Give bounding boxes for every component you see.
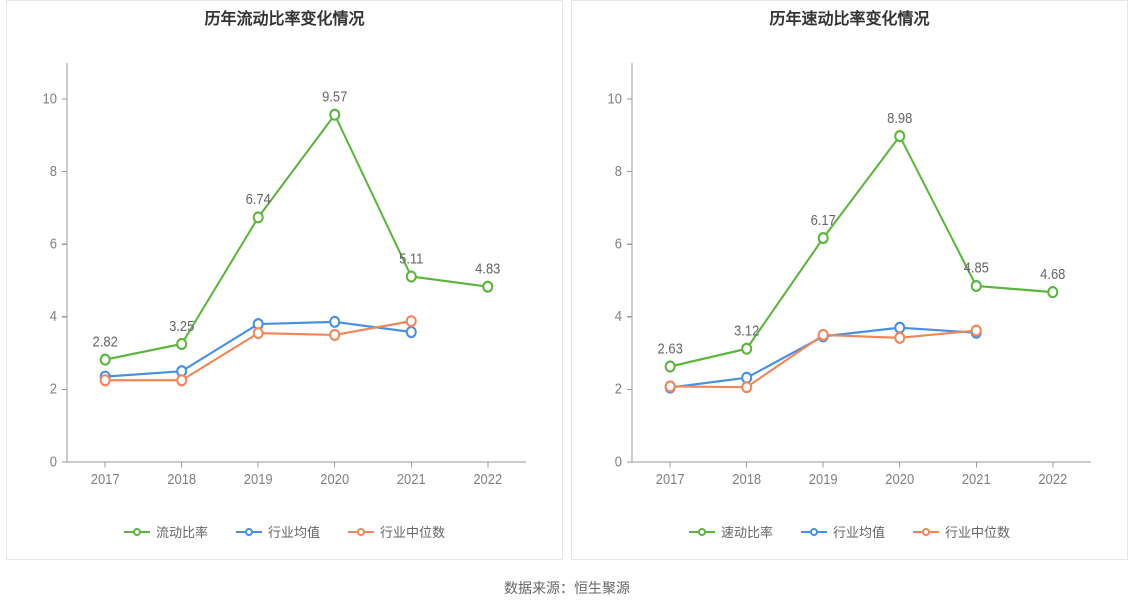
legend-label: 行业均值: [268, 522, 320, 541]
svg-text:0: 0: [50, 454, 58, 470]
svg-text:2: 2: [615, 381, 622, 397]
legend-swatch: [689, 531, 715, 533]
legend-swatch: [236, 531, 262, 533]
legend-swatch: [348, 531, 374, 533]
legend-item[interactable]: 行业中位数: [913, 522, 1010, 541]
svg-text:4: 4: [50, 309, 58, 325]
panel-quick-ratio: 历年速动比率变化情况 0 2 4 6 8 10 2017 2018 2019 2020 2021 20…: [571, 0, 1128, 560]
svg-text:6: 6: [615, 236, 622, 252]
svg-text:3.25: 3.25: [169, 318, 195, 334]
legend-item[interactable]: 行业均值: [236, 522, 320, 541]
svg-text:2020: 2020: [320, 471, 349, 487]
legend-swatch: [913, 531, 939, 533]
svg-text:2019: 2019: [244, 471, 273, 487]
svg-text:2019: 2019: [809, 471, 838, 487]
charts-row: 历年流动比率变化情况 02468102017201820192020202120…: [0, 0, 1134, 560]
svg-text:2021: 2021: [397, 471, 426, 487]
svg-text:2022: 2022: [473, 471, 502, 487]
legend-label: 速动比率: [721, 522, 773, 541]
page-root: 历年流动比率变化情况 02468102017201820192020202120…: [0, 0, 1134, 612]
svg-text:2: 2: [50, 381, 57, 397]
panel-current-ratio: 历年流动比率变化情况 0 2 4 6 8 10 2017 2018 2019 2020 2021 20…: [6, 0, 563, 560]
svg-text:2.82: 2.82: [93, 334, 118, 350]
legend-item[interactable]: 行业均值: [801, 522, 885, 541]
svg-text:2017: 2017: [656, 471, 685, 487]
legend-swatch: [801, 531, 827, 533]
chart-area-right: 0 2 4 6 8 10 2017 2018 2019 2020 2021 2022 2.63 3.12 6…: [572, 33, 1127, 516]
legend-label: 流动比率: [156, 522, 208, 541]
legend-item[interactable]: 流动比率: [124, 522, 208, 541]
svg-text:6.17: 6.17: [811, 212, 836, 228]
svg-text:4.68: 4.68: [1040, 266, 1065, 282]
svg-text:9.57: 9.57: [322, 89, 347, 105]
legend-swatch: [124, 531, 150, 533]
svg-text:8: 8: [615, 164, 622, 180]
legend-label: 行业中位数: [380, 522, 445, 541]
legend-label: 行业均值: [833, 522, 885, 541]
svg-text:0: 0: [615, 454, 623, 470]
svg-text:4.83: 4.83: [475, 261, 500, 277]
chart-svg-left: 0 2 4 6 8 10 2017 2018 2019 2020 2021 2022 2.82 3.25 6…: [25, 43, 544, 506]
svg-text:2017: 2017: [91, 471, 120, 487]
svg-text:10: 10: [608, 91, 623, 107]
svg-text:8.98: 8.98: [887, 110, 912, 126]
chart-title-right: 历年速动比率变化情况: [572, 1, 1127, 33]
svg-text:2.63: 2.63: [658, 341, 683, 357]
svg-text:2020: 2020: [885, 471, 914, 487]
data-source-label: 数据来源：恒生聚源: [0, 560, 1134, 598]
legend-right: 速动比率 行业均值 行业中位数: [572, 516, 1127, 559]
svg-text:8: 8: [50, 164, 57, 180]
svg-text:2022: 2022: [1038, 471, 1067, 487]
svg-text:4.85: 4.85: [964, 260, 990, 276]
legend-item[interactable]: 行业中位数: [348, 522, 445, 541]
svg-text:3.12: 3.12: [734, 323, 759, 339]
svg-text:6.74: 6.74: [246, 192, 272, 208]
chart-title-left: 历年流动比率变化情况: [7, 1, 562, 33]
legend-label: 行业中位数: [945, 522, 1010, 541]
svg-text:10: 10: [43, 91, 58, 107]
svg-text:4: 4: [615, 309, 623, 325]
legend-item[interactable]: 速动比率: [689, 522, 773, 541]
chart-area-left: 0 2 4 6 8 10 2017 2018 2019 2020 2021 2022 2.82 3.25 6…: [7, 33, 562, 516]
svg-text:6: 6: [50, 236, 57, 252]
svg-text:5.11: 5.11: [399, 251, 423, 267]
svg-text:2018: 2018: [732, 471, 761, 487]
svg-text:2021: 2021: [962, 471, 991, 487]
chart-svg-right: 0 2 4 6 8 10 2017 2018 2019 2020 2021 2022 2.63 3.12 6…: [590, 43, 1109, 506]
legend-left: 流动比率 行业均值 行业中位数: [7, 516, 562, 559]
svg-text:2018: 2018: [167, 471, 196, 487]
